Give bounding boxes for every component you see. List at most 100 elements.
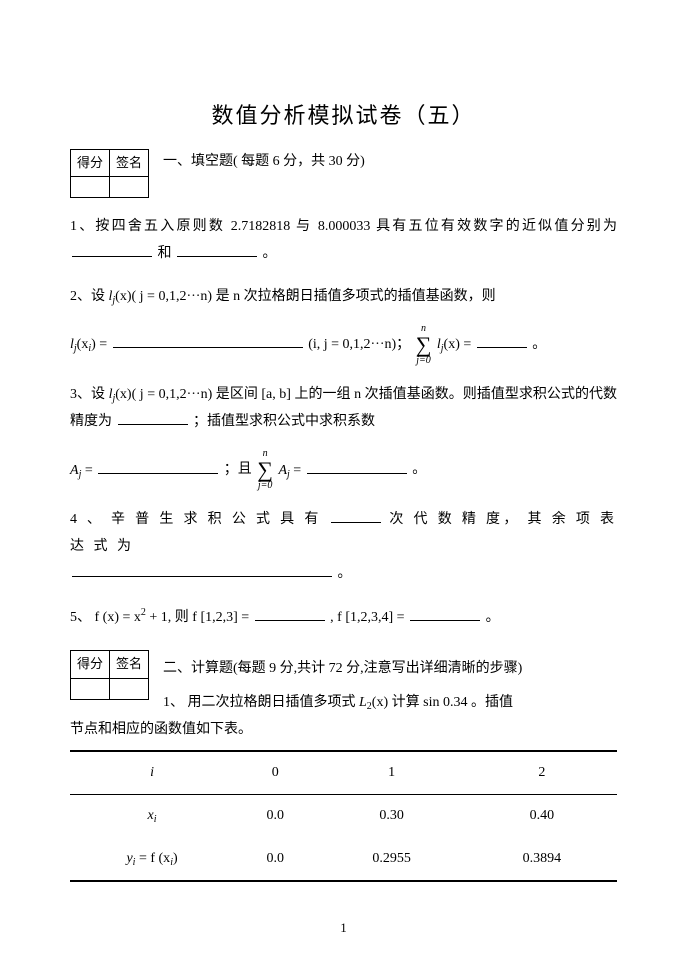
scorebox-1: 得分 签名 bbox=[70, 149, 149, 199]
q3-end: 。 bbox=[412, 463, 426, 478]
math-eq: = bbox=[81, 463, 92, 478]
th-xi: xi bbox=[148, 808, 157, 823]
q3-lj: lj(x)( j = 0,1,2···n) bbox=[109, 387, 216, 402]
scorebox-blank bbox=[71, 177, 110, 198]
q3-sumbody: Aj = bbox=[278, 463, 304, 478]
blank bbox=[331, 508, 381, 524]
q2-sumbody: lj(x) = bbox=[437, 337, 475, 352]
q3-interval: [a, b] bbox=[261, 387, 291, 402]
blank bbox=[255, 606, 325, 622]
scorebox-blank bbox=[71, 678, 110, 699]
scorebox-h1: 得分 bbox=[71, 149, 110, 177]
cell: 0.30 bbox=[316, 795, 466, 838]
th-2: 2 bbox=[467, 751, 617, 795]
q4-line2: 。 bbox=[70, 561, 617, 588]
math-eq: = bbox=[290, 463, 301, 478]
c1-sin: sin 0.34 bbox=[423, 695, 467, 710]
q3-text-b: 是区间 bbox=[216, 387, 262, 402]
sum-bot: j=0 bbox=[257, 481, 273, 491]
q3-Aj: Aj = bbox=[70, 463, 96, 478]
q3: 3、设 lj(x)( j = 0,1,2···n) 是区间 [a, b] 上的一… bbox=[70, 382, 617, 435]
blank bbox=[72, 241, 152, 257]
c1-line1: 1、 用二次拉格朗日插值多项式 L2(x) 计算 sin 0.34 。插值 bbox=[163, 690, 522, 717]
section1-row: 得分 签名 一、填空题( 每题 6 分，共 30 分) bbox=[70, 147, 617, 199]
section2-head: 二、计算题(每题 9 分,共计 72 分,注意写出详细清晰的步骤) bbox=[163, 656, 522, 683]
blank bbox=[98, 458, 218, 474]
scorebox-2: 得分 签名 bbox=[70, 650, 149, 700]
scorebox-h2: 签名 bbox=[110, 149, 149, 177]
math-arg: (x) bbox=[372, 695, 388, 710]
q2-mid: (i, j = 0,1,2···n)； bbox=[308, 337, 410, 352]
q1: 1、按四舍五入原则数 2.7182818 与 8.000033 具有五位有效数字… bbox=[70, 214, 617, 267]
q5-text-a: 5、 bbox=[70, 610, 91, 625]
th-i: i bbox=[150, 765, 154, 780]
section1-head: 一、填空题( 每题 6 分，共 30 分) bbox=[163, 147, 365, 176]
q5-fx: f (x) = x2 + 1, 则 f [1,2,3] = bbox=[95, 610, 253, 625]
q2-end: 。 bbox=[532, 337, 546, 352]
q2-equation: lj(xi) = (i, j = 0,1,2···n)； n ∑ j=0 lj(… bbox=[70, 324, 617, 366]
math-sub: i bbox=[154, 814, 157, 825]
math-close: ) = bbox=[91, 337, 107, 352]
math-f: f (x) = x bbox=[95, 610, 141, 625]
blank bbox=[72, 561, 332, 577]
q2-lhs: lj(xi) = bbox=[70, 337, 111, 352]
c1-line2: 节点和相应的函数值如下表。 bbox=[70, 717, 617, 744]
q4: 4 、 辛 普 生 求 积 公 式 具 有 次 代 数 精 度， 其 余 项 表… bbox=[70, 507, 617, 560]
scorebox-blank bbox=[110, 678, 149, 699]
cell: 0.3894 bbox=[467, 838, 617, 882]
scorebox-h2: 签名 bbox=[110, 650, 149, 678]
page: 数值分析模拟试卷（五） 得分 签名 一、填空题( 每题 6 分，共 30 分) … bbox=[0, 0, 687, 971]
c1-L2: L2(x) bbox=[359, 695, 392, 710]
section2-body: 二、计算题(每题 9 分,共计 72 分,注意写出详细清晰的步骤) 1、 用二次… bbox=[163, 648, 522, 717]
math-close: ) bbox=[173, 851, 178, 866]
q3-equation: Aj = ；且 n ∑ j=0 Aj = 。 bbox=[70, 449, 617, 491]
scorebox-h1: 得分 bbox=[71, 650, 110, 678]
sigma-icon: ∑ bbox=[257, 459, 273, 481]
math-arg: (x)( j = 0,1,2···n) bbox=[115, 289, 212, 304]
cell: 0.0 bbox=[234, 838, 316, 882]
q4-text-a: 4 、 辛 普 生 求 积 公 式 具 有 bbox=[70, 512, 322, 527]
cell: 0.40 bbox=[467, 795, 617, 838]
q5-end: 。 bbox=[486, 610, 500, 625]
math-arg: (x) = bbox=[444, 337, 472, 352]
scorebox-blank bbox=[110, 177, 149, 198]
q1-text-c: 。 bbox=[263, 246, 277, 261]
blank bbox=[113, 333, 303, 349]
th-1: 1 bbox=[316, 751, 466, 795]
q3-text-d: ；插值型求积公式中求积系数 bbox=[193, 414, 375, 429]
blank bbox=[307, 458, 407, 474]
q1-text-b: 和 bbox=[158, 246, 172, 261]
summation-icon: n ∑ j=0 bbox=[416, 324, 432, 366]
q5: 5、 f (x) = x2 + 1, 则 f [1,2,3] = , f [1,… bbox=[70, 603, 617, 632]
math-eq: = f (x bbox=[135, 851, 170, 866]
q2-text-a: 2、设 bbox=[70, 289, 109, 304]
q3-text-a: 3、设 bbox=[70, 387, 109, 402]
math-A: A bbox=[70, 463, 79, 478]
blank bbox=[410, 606, 480, 622]
th-yi: yi = f (xi) bbox=[126, 851, 177, 866]
page-title: 数值分析模拟试卷（五） bbox=[70, 95, 617, 137]
q2-text-b: 是 n 次拉格朗日插值多项式的插值基函数，则 bbox=[216, 289, 496, 304]
table-header-row: i 0 1 2 bbox=[70, 751, 617, 795]
cell: 0.2955 bbox=[316, 838, 466, 882]
c1-text-a: 1、 用二次拉格朗日插值多项式 bbox=[163, 695, 359, 710]
sigma-icon: ∑ bbox=[416, 334, 432, 356]
q4-end: 。 bbox=[338, 566, 352, 581]
math-A: A bbox=[278, 463, 287, 478]
c1-text-c: 。插值 bbox=[471, 695, 513, 710]
blank bbox=[118, 409, 188, 425]
q3-mid: ；且 bbox=[224, 463, 256, 478]
c1-text-b: 计算 bbox=[392, 695, 424, 710]
table-row-y: yi = f (xi) 0.0 0.2955 0.3894 bbox=[70, 838, 617, 882]
sum-bot: j=0 bbox=[416, 356, 432, 366]
q2-lj: lj(x)( j = 0,1,2···n) bbox=[109, 289, 216, 304]
table-row-x: xi 0.0 0.30 0.40 bbox=[70, 795, 617, 838]
interpolation-table: i 0 1 2 xi 0.0 0.30 0.40 yi = f (xi) 0.0… bbox=[70, 750, 617, 883]
q5-comma: , f [1,2,3,4] = bbox=[330, 610, 408, 625]
cell: 0.0 bbox=[234, 795, 316, 838]
q1-text-a: 1、按四舍五入原则数 2.7182818 与 8.000033 具有五位有效数字… bbox=[70, 219, 617, 234]
math-L: L bbox=[359, 695, 367, 710]
blank bbox=[177, 241, 257, 257]
section2-row: 得分 签名 二、计算题(每题 9 分,共计 72 分,注意写出详细清晰的步骤) … bbox=[70, 648, 617, 717]
math-arg: (x bbox=[77, 337, 89, 352]
